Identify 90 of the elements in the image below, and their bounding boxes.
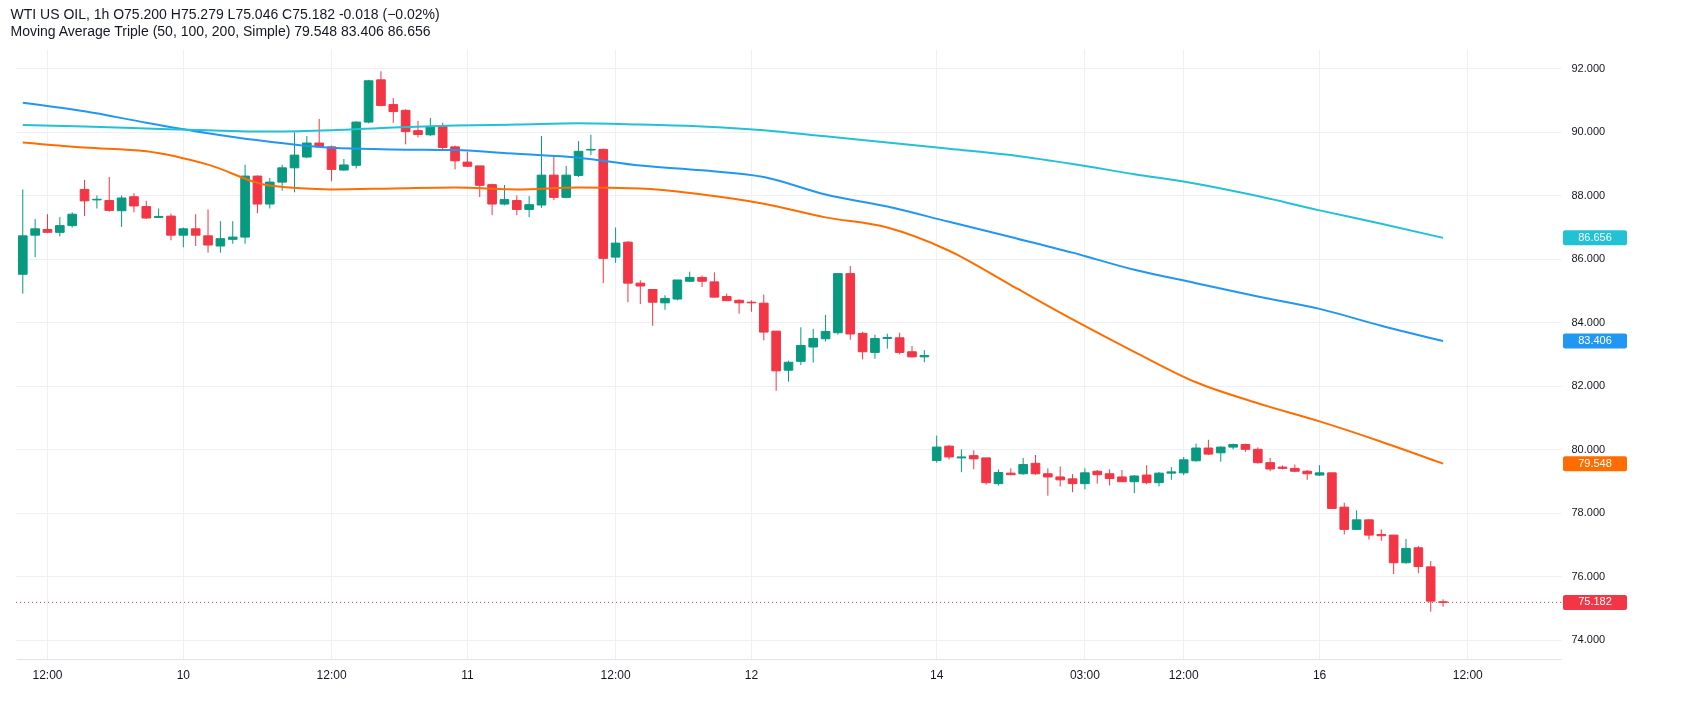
x-tick-label: 03:00 [1069,667,1101,682]
y-tick-label: 74.000 [1571,633,1606,646]
candlestick [474,165,485,198]
candlestick [55,216,65,237]
x-tick-label: 10 [176,667,191,682]
candlestick [709,271,720,298]
candlestick [796,326,806,366]
candlestick [808,328,819,364]
candlestick [203,208,213,254]
candlestick [1191,443,1201,463]
y-tick-label: 76.000 [1571,569,1606,582]
candlestick [227,220,238,245]
y-tick-label: 80.000 [1571,442,1606,455]
candlestick [92,194,102,209]
candlestick [1117,469,1127,483]
candlestick [956,448,967,473]
candlestick [425,117,436,137]
candlestick [1339,502,1350,535]
candlestick [586,134,596,156]
y-tick-label: 78.000 [1571,506,1606,519]
chart-subtitle: Moving Average Triple (50, 100, 200, Simple) 79.548 83.406 86.656 [10,23,431,39]
candlestick [215,220,226,254]
candlestick [635,279,646,305]
candlestick [116,194,127,228]
candlestick [1080,467,1090,490]
candlestick [857,331,868,360]
candlestick [129,192,139,213]
candlestick [660,294,670,311]
candlestick [647,289,658,327]
candlestick [1043,467,1053,497]
x-tick-label: 12:00 [600,667,631,682]
candlestick [610,227,621,264]
y-tick-label: 88.000 [1571,188,1606,201]
candlestick [289,131,300,193]
candlestick [400,108,411,145]
candlestick [79,179,90,217]
candlestick [264,177,275,209]
candlestick [1178,456,1189,476]
y-tick-label: 92.000 [1571,61,1606,74]
candlestick [549,154,559,201]
y-tick-label: 86.000 [1571,252,1606,265]
candlestick [141,200,152,220]
line-series [21,122,1445,239]
line-series [21,101,1445,343]
candlestick [697,275,707,288]
x-tick-label: 12 [744,667,759,682]
x-tick-label: 14 [930,667,944,682]
candlestick [437,122,448,150]
x-tick-label: 12:00 [32,667,63,682]
candlestick [388,97,399,124]
ref-line-label: 75.182 [1578,595,1612,608]
chart-title: WTI US OIL, 1h O75.200 H75.279 L75.046 C75.182 -0.018 (−0.02%) [10,6,440,22]
candlestick [1401,538,1411,565]
candlestick [1413,545,1424,574]
candlestick [30,218,40,258]
candlestick [1364,518,1374,541]
candlestick [511,194,522,216]
candlestick [1055,465,1066,487]
x-tick-label: 12:00 [1452,667,1484,682]
text: 86.656 [1578,230,1612,243]
y-tick-label: 82.000 [1571,379,1606,392]
candlestick [190,213,201,247]
text: 79.548 [1578,456,1612,469]
candlestick [968,449,979,470]
candlestick [783,360,794,383]
candlestick [104,176,115,213]
line-series [21,141,1445,465]
candlestick [907,345,917,358]
y-tick-label: 90.000 [1571,125,1606,138]
x-tick-label: 12:00 [316,667,347,682]
candlestick [413,120,423,138]
x-tick-label: 11 [461,667,474,682]
y-tick-label: 84.000 [1571,315,1606,328]
candlestick [894,332,905,355]
candlestick [1030,454,1041,476]
x-tick-label: 12:00 [1168,667,1200,682]
candlestick [931,435,942,464]
candlestick [524,195,534,218]
candlestick [820,314,831,343]
candlestick [1129,474,1140,494]
candlestick [166,213,176,241]
x-tick-label: 16 [1312,667,1327,682]
candlestick [561,165,572,199]
text: 83.406 [1578,334,1612,347]
candlestick [734,298,744,315]
candlestick [277,164,287,192]
candlestick [1067,473,1078,493]
candlestick [870,334,880,360]
candlestick [1141,464,1152,485]
candlestick [1376,528,1387,542]
